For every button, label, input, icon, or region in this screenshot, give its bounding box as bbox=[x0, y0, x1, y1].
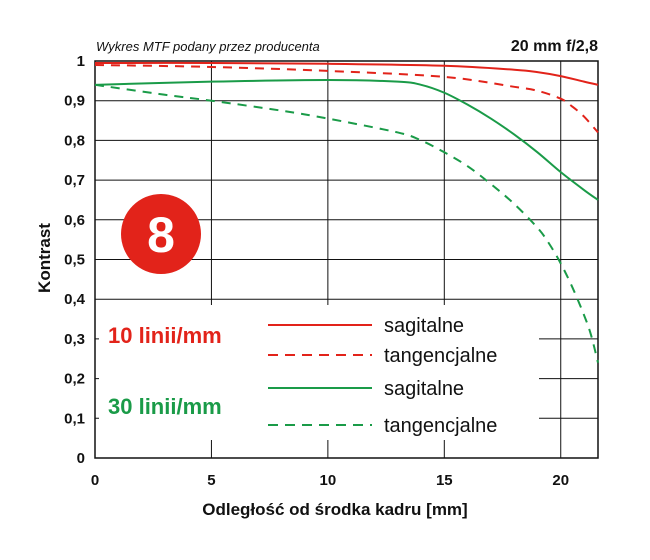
y-tick-label: 0,8 bbox=[64, 132, 85, 149]
y-tick-label: 0 bbox=[77, 450, 85, 467]
legend-label-10-sagitalne: sagitalne bbox=[384, 315, 464, 337]
legend-box bbox=[99, 305, 539, 440]
rating-badge bbox=[121, 194, 201, 274]
y-tick-label: 0,7 bbox=[64, 172, 85, 189]
x-tick-labels: 0 5 10 15 20 bbox=[91, 472, 569, 489]
x-axis-title: Odległość od środka kadru [mm] bbox=[202, 500, 467, 519]
y-tick-label: 1 bbox=[77, 53, 85, 70]
legend-label-10-tangencjalne: tangencjalne bbox=[384, 345, 497, 367]
series-line-10-tangencjalne bbox=[94, 63, 599, 134]
legend-label-30-sagitalne: sagitalne bbox=[384, 378, 464, 400]
chart-subtitle: Wykres MTF podany przez producenta bbox=[96, 39, 320, 54]
series-line-10-sagitalne bbox=[94, 61, 599, 86]
legend-label-30-tangencjalne: tangencjalne bbox=[384, 415, 497, 437]
y-tick-label: 0,4 bbox=[64, 291, 86, 308]
rating-badge-value: 8 bbox=[147, 207, 175, 263]
y-tick-labels: 0 0,1 0,2 0,3 0,4 0,5 0,6 0,7 0,8 0,9 1 bbox=[64, 53, 86, 467]
y-tick-label: 0,2 bbox=[64, 371, 85, 388]
series-line-30-sagitalne bbox=[94, 79, 599, 201]
legend-group-30: 30 linii/mm bbox=[108, 394, 222, 419]
x-tick-label: 15 bbox=[436, 472, 453, 489]
y-tick-label: 0,6 bbox=[64, 212, 85, 229]
y-tick-label: 0,9 bbox=[64, 93, 85, 110]
legend-group-10: 10 linii/mm bbox=[108, 323, 222, 348]
y-tick-label: 0,3 bbox=[64, 331, 85, 348]
series-line-30-tangencjalne bbox=[94, 83, 599, 363]
x-tick-label: 10 bbox=[320, 472, 337, 489]
y-axis-title: Kontrast bbox=[35, 223, 54, 293]
series-lines bbox=[94, 61, 599, 363]
x-tick-label: 5 bbox=[207, 472, 215, 489]
x-tick-label: 20 bbox=[552, 472, 569, 489]
x-tick-label: 0 bbox=[91, 472, 99, 489]
chart-title: 20 mm f/2,8 bbox=[511, 38, 598, 55]
y-tick-label: 0,1 bbox=[64, 410, 85, 427]
y-tick-label: 0,5 bbox=[64, 252, 85, 269]
